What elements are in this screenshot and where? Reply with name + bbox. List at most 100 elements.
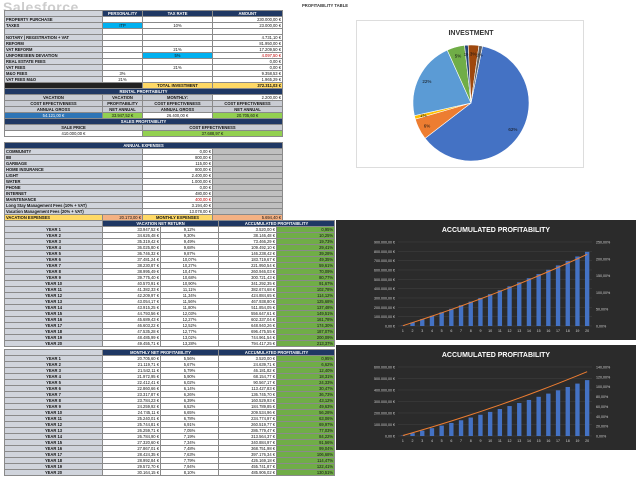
x-tick-label: 1 [402, 439, 404, 443]
y-tick-label: 800.000,00 € [374, 250, 395, 254]
bar [478, 414, 483, 436]
x-tick-label: 20 [585, 439, 589, 443]
total-investment-value: 372.311,03 € [212, 81, 283, 89]
year-row: YEAR 9 24.259,92 €6,52% 184.789,85 €49,63% [4, 403, 336, 410]
x-tick-label: 9 [479, 329, 481, 333]
bar [507, 286, 512, 326]
y-tick-label: 100.000,00 € [374, 315, 395, 319]
year-row: YEAR 2 21.119,71 €5,67% 24.639,71 €6,62% [4, 361, 336, 368]
bar [517, 403, 522, 436]
net-return-percent: 8,10% [159, 469, 220, 476]
bar [429, 428, 435, 436]
x-tick-label: 4 [431, 329, 433, 333]
percent-line [402, 371, 588, 437]
net-return-percent: 13,28% [159, 340, 220, 347]
rental-subheader-row: VACATION VACATION MONTHLY: 2.200,00 € [4, 94, 283, 101]
year-row: YEAR 18 47.535,28 €12,77% 696.475,55 €187,… [4, 328, 336, 335]
sales-values-row: 410.000,00 €37.688,97 € [4, 130, 283, 137]
bar [565, 386, 570, 436]
x-tick-label: 17 [556, 439, 560, 443]
bar [536, 396, 541, 436]
x-tick-label: 13 [517, 329, 521, 333]
year-row: YEAR 3 21.542,11 €5,79% 46.181,82 €12,40% [4, 367, 336, 374]
purchase-row: TAXES ITP 10% 23.000,00 € [4, 22, 283, 29]
pie-data-label: 3% [470, 52, 477, 57]
x-tick-label: 6 [450, 329, 452, 333]
year-label: YEAR 20 [4, 469, 103, 476]
year-row: YEAR 15 27.320,60 €7,34% 340.884,97 €91,56… [4, 439, 336, 446]
pie-title: INVESTMENT [448, 30, 494, 37]
expense-row: HOME INSURANCE 800,00 € [4, 166, 284, 173]
x-tick-label: 18 [566, 439, 570, 443]
y-tick-label: 0,00 € [385, 435, 395, 439]
year-row: YEAR 20 49.455,71 €13,28% 794.417,25 €213,… [4, 340, 336, 347]
percent-line [402, 253, 588, 327]
x-tick-label: 6 [450, 439, 452, 443]
chart-title: ACCUMULATED PROFITABILITY [442, 227, 551, 234]
accumulated-percent: 213,37% [276, 340, 336, 347]
expenses-footer-row: VACATION EXPENSES 20.173,00 € MONTHLY EXPE… [4, 214, 284, 221]
year-row: YEAR 17 46.603,22 €12,52% 648.940,26 €174,… [4, 322, 336, 329]
chart-title: ACCUMULATED PROFITABILITY [442, 352, 551, 359]
net-return-value: 30.164,15 € [102, 469, 161, 476]
bar [526, 278, 532, 326]
y-tick-label: 400.000,00 € [374, 389, 395, 393]
y-tick-label: 900.000,00 € [374, 241, 395, 245]
x-tick-label: 17 [556, 329, 560, 333]
investment-pie-chart-panel: INVESTMENT 62% 6% 1% 22% 5% 1% 3% 1% [356, 20, 584, 168]
monthly-accumulated-chart-panel: ACCUMULATED PROFITABILITY 0,00 € 100.000,0… [336, 345, 636, 450]
x-tick-label: 2 [412, 329, 414, 333]
y2-tick-label: 250,00% [596, 241, 611, 245]
x-tick-label: 14 [527, 329, 531, 333]
bar [497, 409, 503, 436]
y-tick-label: 600.000,00 € [374, 366, 395, 370]
year-row: YEAR 11 41.382,33 €11,11% 382.674,68 €102,… [4, 286, 336, 293]
x-tick-label: 12 [508, 329, 512, 333]
y-tick-label: 400.000,00 € [374, 287, 395, 291]
bar [410, 322, 415, 326]
x-tick-label: 8 [470, 329, 472, 333]
annual-expenses-table: ANNUAL EXPENSES COMMUNITY 0,00 € IBI 800,00 … [3, 142, 284, 221]
y2-tick-label: 60,00% [596, 405, 609, 409]
y-tick-label: 100.000,00 € [374, 423, 395, 427]
pie-slice [412, 49, 472, 117]
amount-cell: 23.000,00 € [212, 22, 283, 29]
bar [497, 290, 503, 326]
y-tick-label: 600.000,00 € [374, 269, 395, 273]
year-row: YEAR 7 38.230,87 €10,27% 221.950,54 €59,61… [4, 262, 336, 269]
bar [575, 256, 580, 326]
y2-tick-label: 150,00% [596, 274, 611, 278]
bar [487, 294, 493, 326]
x-tick-label: 7 [460, 329, 462, 333]
pie-data-label: 1% [476, 52, 483, 57]
sale-price-value: 410.000,00 € [4, 130, 143, 137]
x-tick-label: 7 [460, 439, 462, 443]
year-row: YEAR 14 26.784,90 €7,19% 313.564,37 €84,22… [4, 433, 336, 440]
year-row: YEAR 18 28.992,84 €7,79% 426.169,18 €114,4… [4, 457, 336, 464]
year-row: YEAR 1 33.947,52 €9,12% 3.520,00 €0,95% [4, 226, 336, 233]
bar [526, 399, 532, 436]
x-tick-label: 16 [546, 439, 550, 443]
y-tick-label: 300.000,00 € [374, 400, 395, 404]
rental-r2-row: ANNUAL GROSS NET ANNUAL ANNUAL GROSS NET AN… [4, 106, 283, 113]
bar [410, 433, 415, 436]
pie-data-label: 1% [464, 52, 471, 57]
pie-slice [424, 45, 530, 162]
accumulated-value: 485.906,02 € [218, 469, 278, 476]
x-tick-label: 19 [575, 439, 579, 443]
x-tick-label: 5 [441, 439, 443, 443]
y2-tick-label: 0,00% [596, 325, 607, 329]
x-tick-label: 10 [488, 439, 492, 443]
year-row: YEAR 8 23.784,23 €6,39% 160.529,93 €43,12% [4, 397, 336, 404]
bar [555, 265, 561, 326]
x-tick-label: 1 [402, 329, 404, 333]
bar [468, 301, 473, 326]
bar [517, 282, 522, 326]
bar [478, 297, 483, 326]
x-tick-label: 9 [479, 439, 481, 443]
purchase-table: PERSONALITY TAX RATE AMOUNT PROPERTY PURCHA… [4, 10, 283, 89]
x-tick-label: 10 [488, 329, 492, 333]
x-tick-label: 11 [498, 329, 502, 333]
x-tick-label: 5 [441, 329, 443, 333]
